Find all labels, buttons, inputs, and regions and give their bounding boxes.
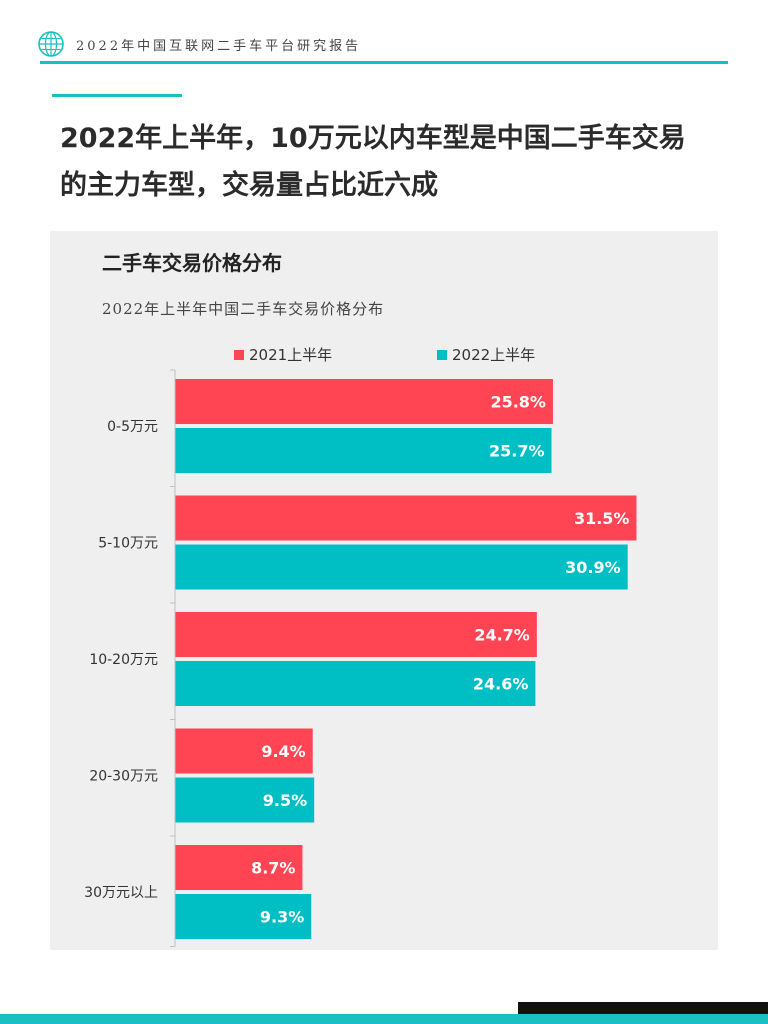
bar-2022-4 bbox=[175, 894, 312, 939]
page-headline: 2022年上半年，10万元以内车型是中国二手车交易 的主力车型，交易量占比近六成 bbox=[60, 115, 730, 209]
data-label-2022-3: 9.5% bbox=[263, 791, 307, 810]
category-label-1: 5-10万元 bbox=[98, 536, 158, 552]
bar-2021-0 bbox=[175, 379, 553, 424]
category-label-4: 30万元以上 bbox=[84, 885, 158, 901]
category-label-3: 20-30万元 bbox=[89, 769, 158, 785]
data-label-2021-1: 31.5% bbox=[574, 509, 630, 528]
panel-title: 二手车交易价格分布 bbox=[102, 251, 282, 275]
chart-legend: 2021上半年 2022上半年 bbox=[50, 344, 718, 364]
headline-accent-line bbox=[52, 94, 182, 97]
legend-item-2022: 2022上半年 bbox=[437, 344, 535, 365]
bar-2022-2 bbox=[175, 661, 536, 706]
globe-logo-icon bbox=[38, 31, 64, 57]
category-label-2: 10-20万元 bbox=[89, 652, 158, 668]
headline-line-1: 2022年上半年，10万元以内车型是中国二手车交易 bbox=[60, 123, 686, 154]
bar-2021-2 bbox=[175, 612, 537, 657]
category-label-0: 0-5万元 bbox=[107, 419, 158, 435]
legend-swatch-2022 bbox=[437, 349, 447, 360]
chart-panel: 二手车交易价格分布 2022年上半年中国二手车交易价格分布 2021上半年 20… bbox=[50, 231, 718, 950]
legend-label-2021: 2021上半年 bbox=[249, 346, 333, 364]
legend-label-2022: 2022上半年 bbox=[452, 346, 536, 364]
legend-swatch-2021 bbox=[234, 349, 244, 360]
bar-2022-1 bbox=[175, 544, 628, 590]
report-header: 2022年中国互联网二手车平台研究报告 bbox=[38, 28, 361, 60]
legend-item-2021: 2021上半年 bbox=[234, 344, 332, 365]
footer-dark-bar bbox=[518, 1002, 768, 1014]
bar-2021-3 bbox=[175, 728, 313, 774]
bar-2022-3 bbox=[175, 777, 315, 823]
chart-title: 2022年上半年中国二手车交易价格分布 bbox=[102, 300, 385, 318]
data-label-2021-4: 8.7% bbox=[251, 859, 295, 878]
data-label-2022-4: 9.3% bbox=[260, 908, 304, 927]
header-divider bbox=[40, 61, 728, 64]
data-label-2022-1: 30.9% bbox=[565, 558, 621, 577]
data-label-2021-0: 25.8% bbox=[490, 393, 546, 412]
report-title: 2022年中国互联网二手车平台研究报告 bbox=[76, 38, 362, 54]
bar-2021-1 bbox=[175, 495, 637, 541]
bar-chart: 25.8% 25.7% 0-5万元 31.5% 30.9% 5-10万元 24.7% 24.6… bbox=[84, 369, 637, 947]
headline-line-2: 的主力车型，交易量占比近六成 bbox=[60, 170, 438, 201]
bar-2021-4 bbox=[175, 845, 303, 890]
bar-2022-0 bbox=[175, 428, 552, 473]
data-label-2022-0: 25.7% bbox=[489, 442, 545, 461]
data-label-2022-2: 24.6% bbox=[473, 675, 529, 694]
footer-teal-bar bbox=[0, 1014, 768, 1024]
data-label-2021-3: 9.4% bbox=[261, 742, 305, 761]
data-label-2021-2: 24.7% bbox=[474, 626, 530, 645]
